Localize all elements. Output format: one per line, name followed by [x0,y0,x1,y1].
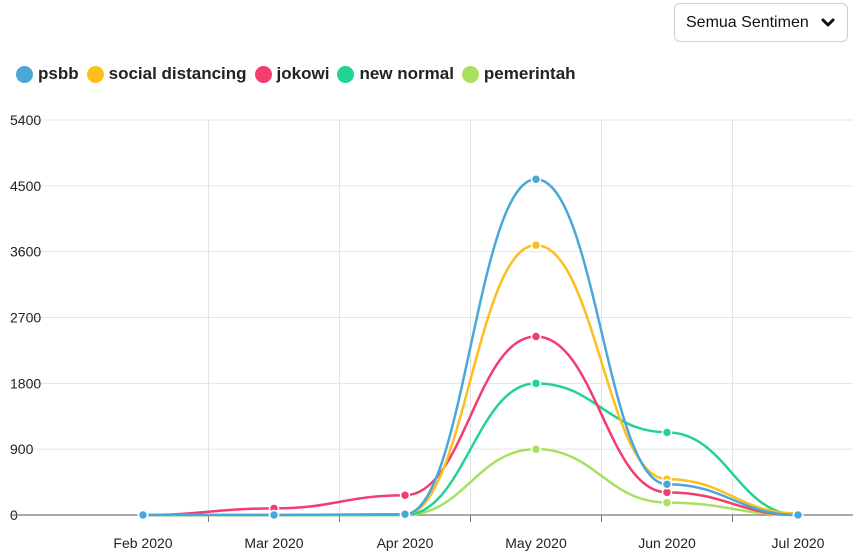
legend-label: pemerintah [483,64,576,83]
y-tick-label: 1800 [10,375,41,391]
data-point-psbb [792,509,804,521]
x-tick-label: Jun 2020 [638,535,696,551]
legend-item-pemerintah[interactable]: pemerintah [461,64,576,84]
data-point-social-distancing [530,239,542,251]
y-tick-label: 4500 [10,178,41,194]
legend-item-new-normal[interactable]: new normal [337,64,454,84]
data-point-new-normal [661,427,673,438]
y-tick-label: 3600 [10,244,41,260]
y-tick-label: 5400 [10,112,41,128]
legend-dot-icon [16,65,33,83]
legend-label: psbb [38,64,79,83]
x-tick-label: Jul 2020 [772,535,825,551]
data-point-psbb [137,509,149,521]
data-point-psbb [530,174,542,185]
legend-label: social distancing [108,64,247,83]
x-tick-label: Feb 2020 [113,535,172,551]
legend-label: new normal [359,64,454,83]
legend-label: jokowi [276,64,330,83]
legend-dot-icon [461,65,479,83]
sentiment-filter-value: Semua Sentimen [686,13,809,31]
y-tick-label: 2700 [10,310,41,326]
legend-dot-icon [337,65,355,83]
data-point-jokowi [530,331,542,342]
legend-item-jokowi[interactable]: jokowi [254,64,330,84]
chart-legend: psbb social distancing jokowi new normal pem… [16,64,584,84]
x-tick-label: Mar 2020 [244,535,303,551]
legend-item-social-distancing[interactable]: social distancing [86,64,247,84]
data-point-jokowi [399,490,411,501]
data-point-new-normal [530,378,542,389]
data-point-psbb [268,509,280,521]
data-point-psbb [399,509,411,520]
legend-item-psbb[interactable]: psbb [16,64,79,84]
data-point-pemerintah [530,443,542,455]
y-tick-label: 900 [10,441,34,457]
x-tick-label: Apr 2020 [377,535,434,551]
sentiment-filter-select[interactable]: Semua Sentimen [674,3,848,42]
legend-dot-icon [254,65,272,83]
chevron-down-icon [821,18,835,26]
data-point-pemerintah [661,497,673,508]
data-point-psbb [661,479,673,490]
legend-dot-icon [86,65,104,83]
x-tick-label: May 2020 [505,535,567,551]
